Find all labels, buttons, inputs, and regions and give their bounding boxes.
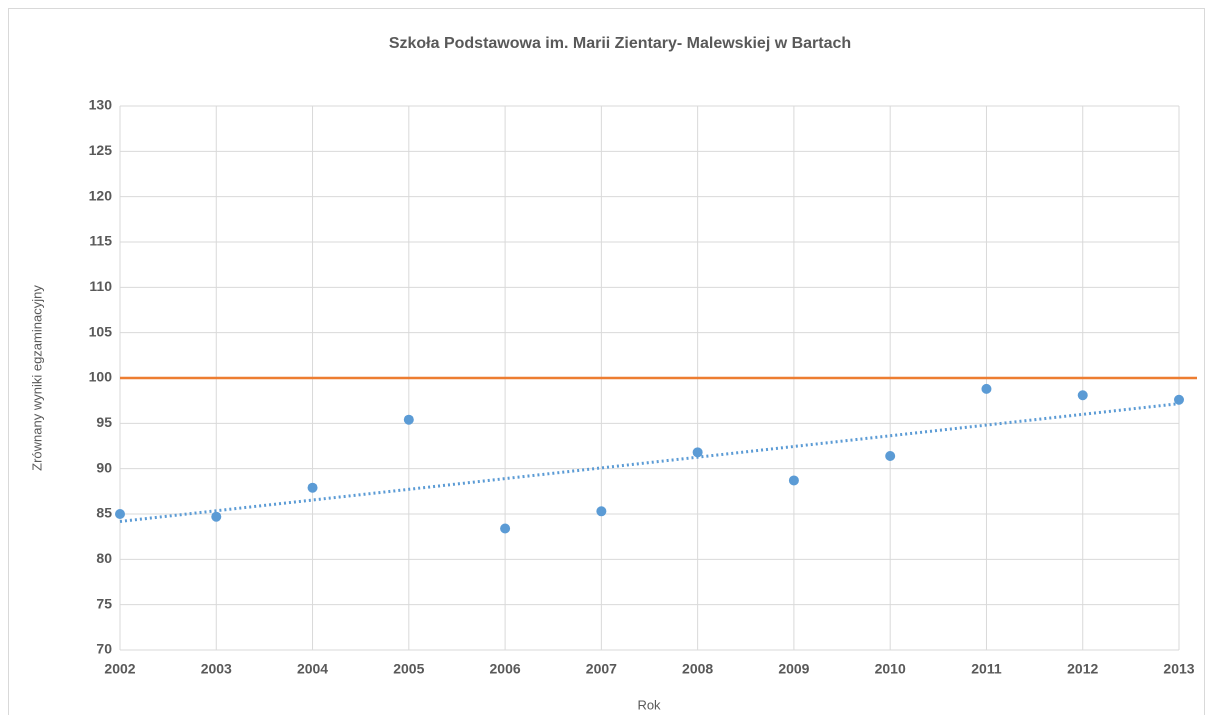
y-tick-label: 130 [89, 97, 113, 113]
scatter-point [115, 509, 125, 519]
x-tick-label: 2010 [875, 661, 906, 677]
scatter-point [885, 450, 896, 461]
y-tick-label: 75 [96, 595, 112, 611]
x-tick-label: 2007 [586, 661, 617, 677]
scatter-point [500, 523, 511, 534]
scatter-point [403, 414, 414, 425]
y-tick-label: 100 [89, 369, 113, 385]
scatter-point [1174, 394, 1184, 405]
x-axis-label: Rok [637, 697, 661, 712]
x-tick-label: 2009 [778, 661, 809, 677]
y-tick-label: 120 [89, 187, 113, 203]
y-tick-label: 85 [96, 505, 112, 521]
scatter-point [692, 447, 703, 458]
scatter-point [596, 506, 607, 517]
chart-title: Szkoła Podstawowa im. Marii Zientary- Ma… [389, 35, 851, 52]
x-tick-label: 2005 [393, 661, 424, 677]
x-tick-label: 2013 [1163, 661, 1194, 677]
y-tick-label: 110 [89, 278, 112, 294]
scatter-point [307, 482, 318, 493]
x-tick-label: 2004 [297, 661, 328, 677]
trendline [119, 402, 1180, 523]
x-tick-label: 2003 [201, 661, 232, 677]
y-tick-label: 70 [96, 641, 112, 657]
x-tick-label: 2006 [490, 661, 521, 677]
y-tick-label: 90 [96, 459, 112, 475]
y-tick-label: 95 [96, 414, 112, 430]
scatter-point [788, 475, 799, 486]
x-tick-label: 2002 [104, 661, 135, 677]
y-tick-label: 115 [89, 233, 112, 249]
y-tick-label: 80 [96, 550, 112, 566]
chart-frame [8, 8, 1205, 715]
y-tick-label: 105 [89, 323, 113, 339]
scatter-point [211, 511, 222, 522]
x-tick-label: 2012 [1067, 661, 1098, 677]
y-tick-label: 125 [89, 142, 113, 158]
scatter-point [981, 383, 992, 394]
scatter-point [1077, 390, 1088, 401]
x-tick-label: 2008 [682, 661, 713, 677]
x-tick-label: 2011 [971, 661, 1002, 677]
y-axis-label: Zrównany wyniki egzaminacyjny [29, 285, 44, 471]
